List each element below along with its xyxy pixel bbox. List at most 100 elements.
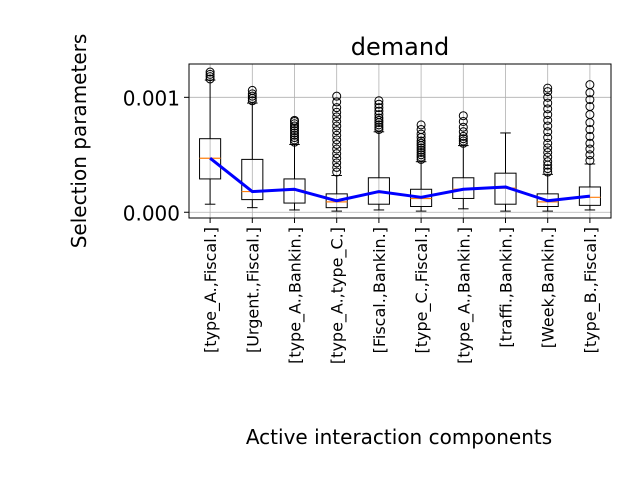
outlier-point (374, 115, 384, 125)
outlier-point (543, 167, 553, 177)
outlier-point (585, 125, 595, 135)
outlier-point (458, 138, 468, 148)
outlier-point (458, 127, 468, 137)
outlier-point (543, 127, 553, 137)
outlier-point (543, 121, 553, 131)
outlier-point (416, 125, 426, 135)
outlier-point (374, 110, 384, 120)
y-tick-label: 0.000 (123, 201, 180, 225)
x-tick-label: [type_A.,Bankin.] (454, 227, 474, 364)
outlier-point (290, 135, 299, 145)
x-tick-label: [type_A.,type_C.] (328, 227, 348, 364)
outlier-point (332, 130, 342, 140)
outlier-point (332, 121, 342, 131)
box-body (325, 193, 348, 209)
outlier-point (585, 95, 595, 105)
outlier-point (543, 133, 553, 143)
outlier-point (416, 136, 426, 146)
outlier-point (374, 125, 384, 135)
outlier-point (374, 103, 384, 113)
outlier-point (543, 83, 553, 93)
box-6 (410, 120, 433, 212)
x-tick-label: [type_A.,Bankin.] (286, 227, 306, 364)
outlier-point (247, 89, 257, 99)
x-axis-label: Active interaction components (246, 425, 552, 449)
outlier-point (332, 107, 342, 117)
y-axis-label: Selection parameters (67, 34, 91, 249)
box-body (367, 177, 390, 205)
box-layer (199, 67, 601, 212)
outlier-point (332, 144, 342, 154)
outlier-point (543, 157, 553, 167)
outlier-point (585, 156, 595, 166)
outlier-point (290, 128, 299, 138)
outlier-point (543, 104, 553, 114)
outlier-point (543, 115, 553, 125)
outlier-point (290, 119, 299, 129)
outlier-point (585, 102, 595, 112)
box-7 (452, 111, 475, 210)
outlier-point (543, 152, 553, 162)
outlier-point (374, 106, 384, 116)
outlier-point (205, 72, 215, 82)
outlier-point (374, 122, 384, 132)
outlier-point (290, 137, 299, 147)
outlier-point (585, 131, 595, 141)
x-tick-label: [Fiscal.,Bankin.] (370, 227, 389, 353)
outlier-point (585, 138, 595, 148)
outlier-point (416, 120, 426, 130)
outlier-point (543, 147, 553, 157)
outlier-point (543, 110, 553, 120)
outlier-point (416, 143, 426, 153)
outlier-point (374, 113, 384, 123)
outlier-point (290, 130, 299, 140)
outlier-point (332, 139, 342, 149)
outlier-point (332, 135, 342, 145)
outlier-point (205, 69, 215, 79)
outlier-point (543, 87, 553, 97)
outlier-point (585, 144, 595, 154)
x-tick-label: [type_C.,Fiscal.] (412, 227, 432, 354)
outlier-point (416, 145, 426, 155)
outlier-point (374, 120, 384, 130)
outlier-point (458, 131, 468, 141)
outlier-point (247, 85, 257, 95)
x-tick-label: [traffi.,Bankin.] (497, 227, 516, 348)
outlier-point (585, 150, 595, 160)
outlier-point (290, 121, 299, 131)
outlier-point (543, 164, 553, 174)
outlier-point (458, 134, 468, 144)
tick-layer: 0.000 0.001 [type_A.,Fiscal.] [Urgent.,Fisc… (123, 86, 601, 364)
y-tick-label: 0.001 (123, 86, 180, 110)
outlier-point (247, 96, 257, 106)
outlier-point (585, 80, 595, 90)
box-4 (325, 91, 348, 212)
outlier-point (290, 133, 299, 143)
outlier-point (205, 67, 215, 77)
outlier-point (332, 112, 342, 122)
outlier-point (205, 74, 215, 84)
outlier-point (458, 122, 468, 132)
trend-layer (209, 157, 591, 203)
chart-title: demand (351, 33, 450, 61)
outlier-point (290, 126, 299, 136)
outlier-point (416, 129, 426, 139)
outlier-point (332, 126, 342, 136)
outlier-point (247, 91, 257, 101)
outlier-point (543, 92, 553, 102)
outlier-point (332, 97, 342, 107)
box-body (241, 158, 264, 201)
outlier-point (332, 167, 342, 177)
outlier-point (543, 143, 553, 153)
outlier-point (332, 153, 342, 163)
outlier-point (458, 111, 468, 121)
outlier-point (458, 136, 468, 146)
outlier-point (458, 116, 468, 126)
outlier-point (332, 162, 342, 172)
outlier-point (416, 152, 426, 162)
x-tick-label: [type_B.,Fiscal.] (581, 227, 601, 353)
outlier-point (290, 115, 299, 125)
trend-line (209, 157, 591, 203)
outlier-point (332, 149, 342, 159)
